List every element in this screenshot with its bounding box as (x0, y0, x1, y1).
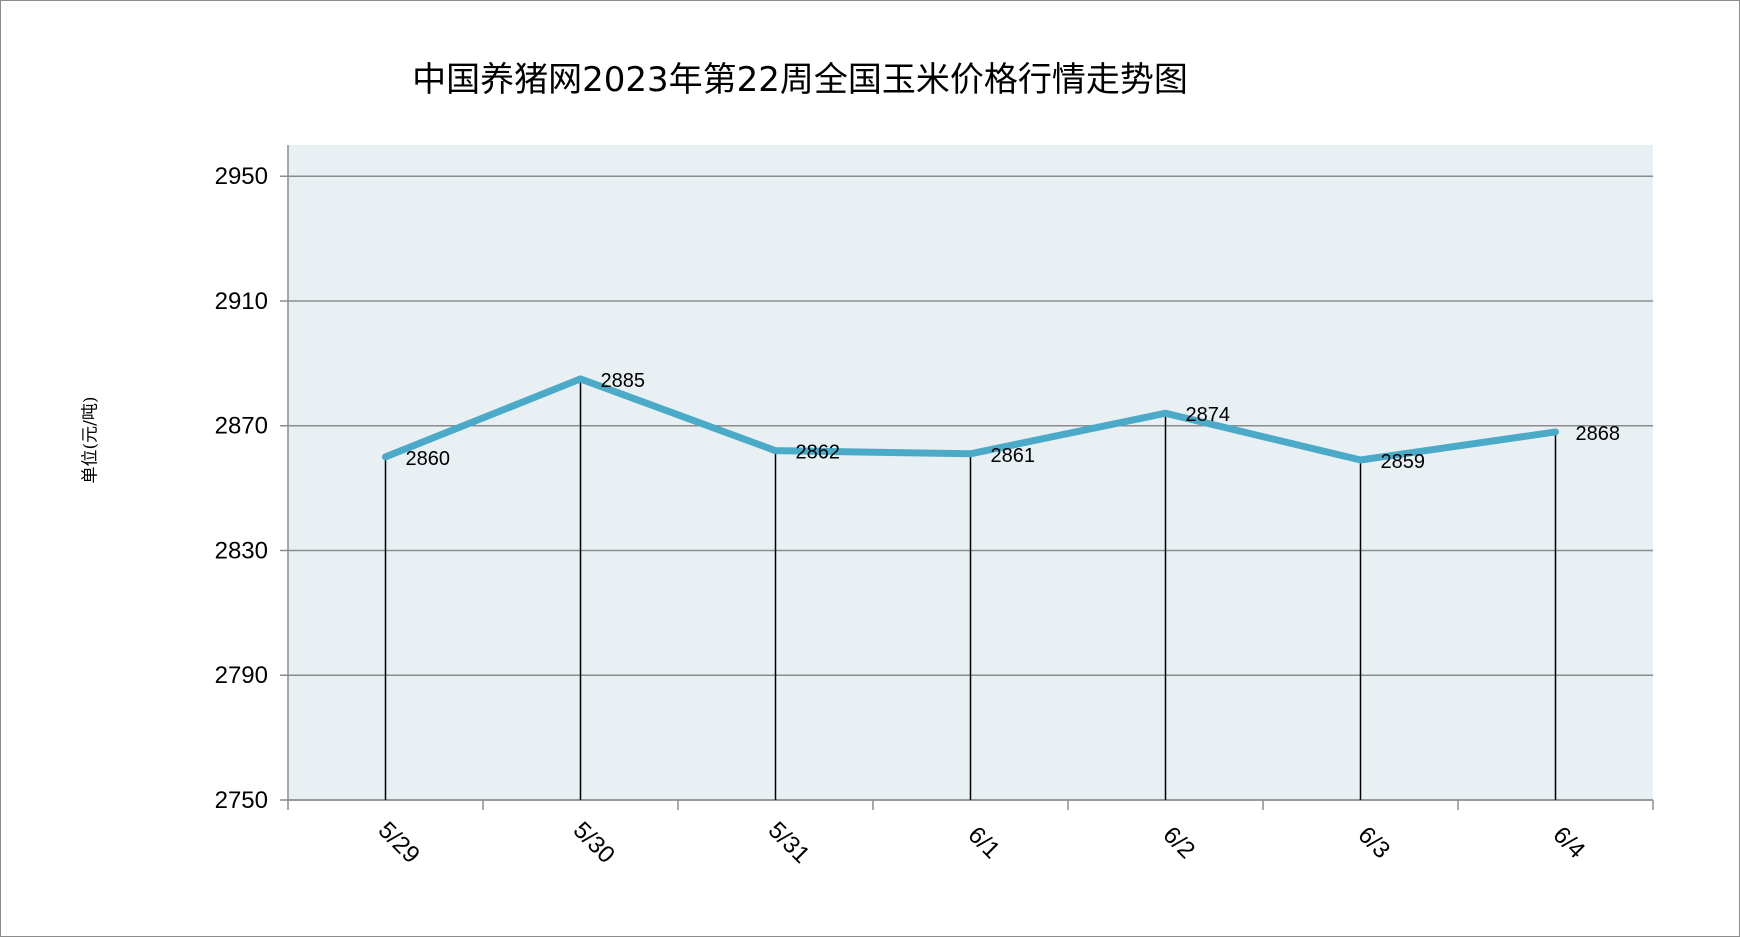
x-tick-label: 6/2 (1157, 821, 1200, 864)
data-point (772, 447, 779, 454)
data-point (382, 453, 389, 460)
chart-title: 中国养猪网2023年第22周全国玉米价格行情走势图 (412, 60, 1188, 100)
data-label: 2861 (991, 445, 1036, 467)
data-point (1162, 410, 1169, 417)
x-tick-label: 6/4 (1547, 821, 1590, 864)
data-point (577, 375, 584, 382)
y-tick-label: 2830 (215, 537, 268, 564)
y-tick-label: 2750 (215, 787, 268, 814)
y-tick-label: 2870 (215, 413, 268, 440)
x-tick-label: 5/31 (763, 817, 815, 869)
y-tick-label: 2790 (215, 662, 268, 689)
data-point (1357, 457, 1364, 464)
data-label: 2859 (1381, 451, 1426, 473)
data-point (1552, 428, 1559, 435)
y-tick-label: 2910 (215, 288, 268, 315)
x-tick-label: 5/30 (568, 817, 620, 869)
y-tick-label: 2950 (215, 163, 268, 190)
data-label: 2868 (1576, 423, 1621, 445)
x-tick-label: 6/1 (962, 821, 1005, 864)
data-label: 2860 (406, 448, 451, 470)
data-label: 2885 (601, 370, 646, 392)
x-tick-label: 5/29 (373, 817, 425, 869)
data-label: 2874 (1186, 404, 1231, 426)
x-tick-label: 6/3 (1352, 821, 1395, 864)
data-label: 2862 (796, 442, 841, 464)
data-point (967, 450, 974, 457)
